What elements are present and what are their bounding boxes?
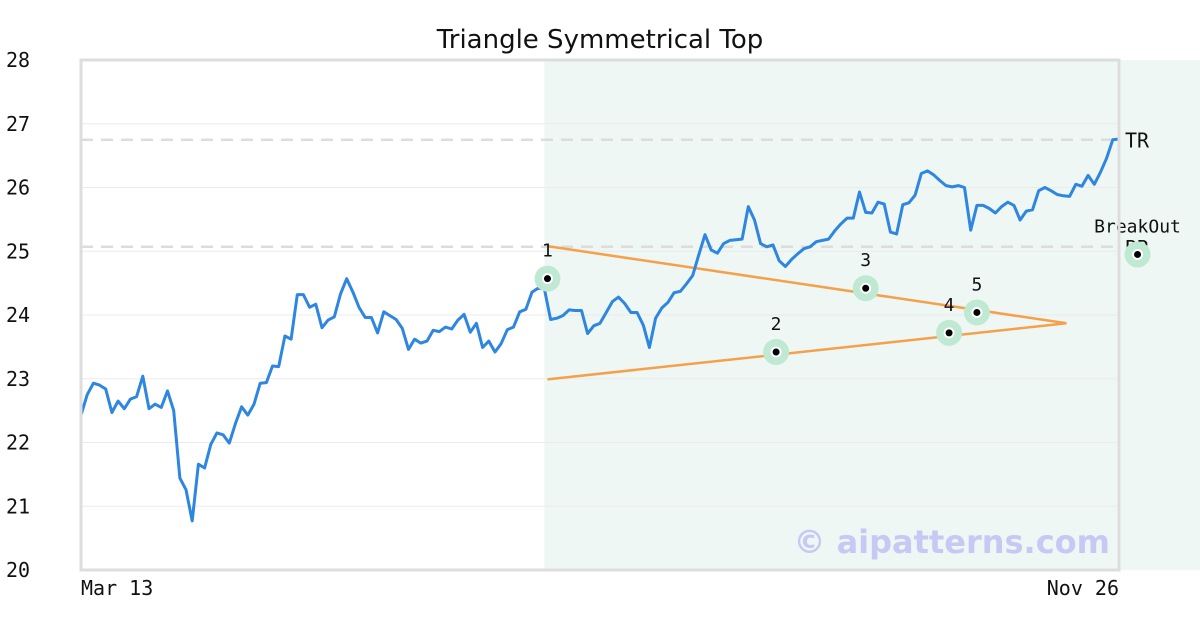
marker-dot xyxy=(543,275,551,283)
pattern-markers: 12345BreakOutSuccess xyxy=(534,216,1181,365)
y-tick-label: 27 xyxy=(6,112,30,136)
y-tick-label: 24 xyxy=(6,303,30,327)
level-label-tr: TR xyxy=(1125,129,1150,153)
y-tick-label: 28 xyxy=(6,48,30,72)
marker-label: 5 xyxy=(971,274,982,295)
marker-label: 1 xyxy=(542,241,553,262)
price-series-line xyxy=(79,137,1120,523)
watermark: © aipatterns.com xyxy=(793,523,1110,561)
y-tick-label: 26 xyxy=(6,176,30,200)
marker-label: 2 xyxy=(771,314,782,335)
y-tick-label: 22 xyxy=(6,431,30,455)
marker-dot xyxy=(1134,250,1142,258)
marker-dot xyxy=(945,329,953,337)
marker-label: 3 xyxy=(860,250,871,271)
x-tick-label: Nov 26 xyxy=(1047,576,1119,600)
y-tick-label: 25 xyxy=(6,239,30,263)
x-tick-label: Mar 13 xyxy=(81,576,153,600)
chart-title: Triangle Symmetrical Top xyxy=(436,25,764,55)
marker-label: BreakOut xyxy=(1094,216,1181,237)
y-axis: 20 21 22 23 24 25 26 27 28 xyxy=(6,48,30,582)
plot-frame xyxy=(79,58,1121,572)
marker-label: 4 xyxy=(944,295,955,316)
marker-dot xyxy=(973,308,981,316)
marker-dot xyxy=(862,284,870,292)
y-tick-label: 20 xyxy=(6,558,30,582)
marker-dot xyxy=(772,348,780,356)
x-axis: Mar 13 Nov 26 xyxy=(81,576,1119,600)
triangle-line xyxy=(547,322,1067,381)
y-tick-label: 21 xyxy=(6,494,30,518)
y-tick-label: 23 xyxy=(6,367,30,391)
